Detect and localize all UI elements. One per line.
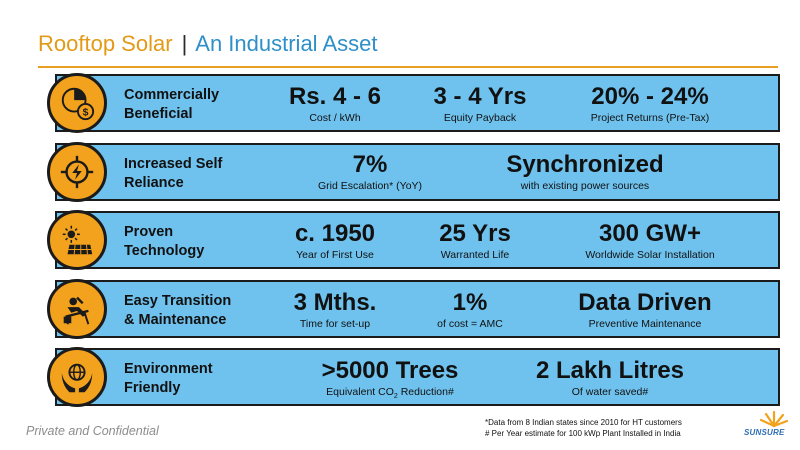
footnote-2: # Per Year estimate for 100 kWp Plant In… <box>485 429 681 438</box>
footnote-1: *Data from 8 Indian states since 2010 fo… <box>485 418 682 427</box>
stat-equity-payback: 3 - 4 Yrs Equity Payback <box>433 83 527 125</box>
row-label-increased-self-reliance: Increased Self Reliance <box>124 156 223 191</box>
row-proven-technology <box>55 211 780 269</box>
stat-cost-per-kwh: Rs. 4 - 6 Cost / kWh <box>288 83 382 125</box>
confidential-note: Private and Confidential <box>26 424 159 438</box>
title-divider <box>38 66 778 68</box>
row-label-commercially-beneficial: Commercially Beneficial <box>124 87 220 122</box>
row-label-proven-technology: Proven Technology <box>124 224 205 259</box>
stat-trees-equivalent: >5000 Trees Equivalent CO2 Reduction# <box>300 358 480 403</box>
row-commercially-beneficial <box>55 74 780 132</box>
row-easy-transition <box>55 280 780 338</box>
co2-caption: Equivalent CO2 Reduction# <box>326 386 454 401</box>
svg-text:$: $ <box>83 107 89 118</box>
stat-worldwide-installation: 300 GW+ Worldwide Solar Installation <box>585 220 715 262</box>
stat-grid-escalation: 7% Grid Escalation* (YoY) <box>317 151 423 193</box>
row-increased-self-reliance <box>55 143 780 201</box>
title-main: Rooftop Solar <box>38 31 173 56</box>
footnotes: *Data from 8 Indian states since 2010 fo… <box>485 417 682 439</box>
title-subtitle: An Industrial Asset <box>195 31 378 56</box>
row-label-easy-transition: Easy Transition & Maintenance <box>124 293 232 328</box>
stat-synchronized: Synchronized with existing power sources <box>506 151 664 193</box>
hands-globe-icon <box>47 347 107 407</box>
sunsure-logo: SUNSURE <box>744 408 790 444</box>
pie-chart-dollar-icon: $ <box>47 73 107 133</box>
stat-project-returns: 20% - 24% Project Returns (Pre-Tax) <box>590 83 710 125</box>
relaxing-person-icon <box>47 279 107 339</box>
stat-year-first-use: c. 1950 Year of First Use <box>294 220 376 262</box>
row-environment-friendly <box>55 348 780 406</box>
lightning-target-icon <box>47 142 107 202</box>
stat-setup-time: 3 Mths. Time for set-up <box>293 289 377 331</box>
row-label-environment-friendly: Environment Friendly <box>124 361 213 396</box>
stat-data-driven: Data Driven Preventive Maintenance <box>578 289 712 331</box>
page-title: Rooftop Solar | An Industrial Asset <box>38 31 378 57</box>
title-separator: | <box>181 31 188 56</box>
stat-amc-cost: 1% of cost = AMC <box>437 289 503 331</box>
stat-water-saved: 2 Lakh Litres Of water saved# <box>535 357 685 399</box>
solar-panel-icon <box>47 210 107 270</box>
stat-warranted-life: 25 Yrs Warranted Life <box>439 220 511 262</box>
